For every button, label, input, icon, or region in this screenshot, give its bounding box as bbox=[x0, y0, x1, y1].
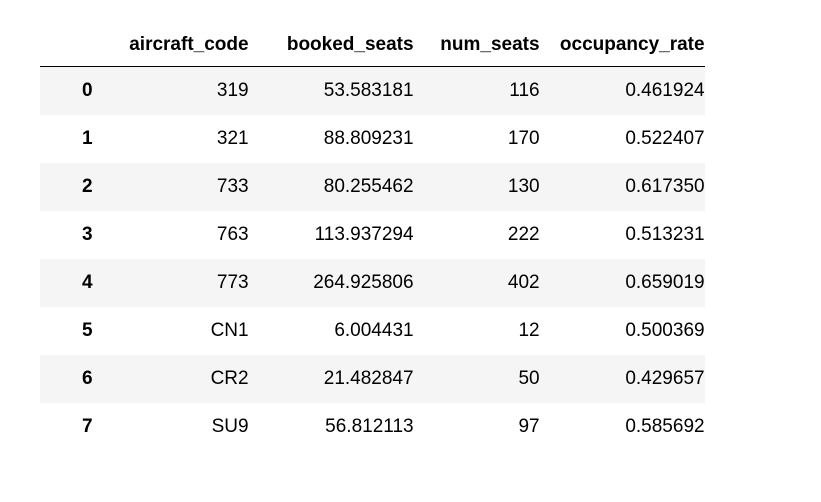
cell-aircraft-code: 321 bbox=[92, 115, 249, 163]
cell-num-seats: 50 bbox=[413, 355, 540, 403]
cell-occupancy-rate: 0.513231 bbox=[539, 211, 705, 259]
cell-booked-seats: 113.937294 bbox=[248, 211, 414, 259]
cell-booked-seats: 264.925806 bbox=[248, 259, 414, 307]
cell-booked-seats: 56.812113 bbox=[248, 403, 414, 451]
cell-booked-seats: 80.255462 bbox=[248, 163, 414, 211]
row-index: 5 bbox=[40, 307, 93, 355]
table-row: 3 763 113.937294 222 0.513231 bbox=[40, 211, 705, 259]
cell-booked-seats: 88.809231 bbox=[248, 115, 414, 163]
cell-num-seats: 12 bbox=[413, 307, 540, 355]
cell-booked-seats: 6.004431 bbox=[248, 307, 414, 355]
cell-occupancy-rate: 0.461924 bbox=[539, 66, 705, 115]
table-row: 7 SU9 56.812113 97 0.585692 bbox=[40, 403, 705, 451]
table-row: 4 773 264.925806 402 0.659019 bbox=[40, 259, 705, 307]
table-row: 1 321 88.809231 170 0.522407 bbox=[40, 115, 705, 163]
row-index: 3 bbox=[40, 211, 93, 259]
cell-num-seats: 170 bbox=[413, 115, 540, 163]
cell-occupancy-rate: 0.585692 bbox=[539, 403, 705, 451]
cell-occupancy-rate: 0.522407 bbox=[539, 115, 705, 163]
cell-num-seats: 130 bbox=[413, 163, 540, 211]
cell-booked-seats: 53.583181 bbox=[248, 66, 414, 115]
dataframe-table: aircraft_code booked_seats num_seats occ… bbox=[40, 24, 705, 451]
cell-aircraft-code: SU9 bbox=[92, 403, 249, 451]
cell-aircraft-code: CN1 bbox=[92, 307, 249, 355]
cell-occupancy-rate: 0.659019 bbox=[539, 259, 705, 307]
cell-num-seats: 402 bbox=[413, 259, 540, 307]
table-row: 6 CR2 21.482847 50 0.429657 bbox=[40, 355, 705, 403]
cell-aircraft-code: CR2 bbox=[92, 355, 249, 403]
row-index: 7 bbox=[40, 403, 93, 451]
row-index: 1 bbox=[40, 115, 93, 163]
cell-num-seats: 222 bbox=[413, 211, 540, 259]
row-index: 0 bbox=[40, 66, 93, 115]
cell-booked-seats: 21.482847 bbox=[248, 355, 414, 403]
table-body: 0 319 53.583181 116 0.461924 1 321 88.809231 170… bbox=[40, 66, 705, 451]
table-row: 5 CN1 6.004431 12 0.500369 bbox=[40, 307, 705, 355]
cell-occupancy-rate: 0.500369 bbox=[539, 307, 705, 355]
header-row: aircraft_code booked_seats num_seats occ… bbox=[40, 24, 705, 67]
cell-aircraft-code: 763 bbox=[92, 211, 249, 259]
cell-num-seats: 97 bbox=[413, 403, 540, 451]
table-row: 0 319 53.583181 116 0.461924 bbox=[40, 66, 705, 115]
table-row: 2 733 80.255462 130 0.617350 bbox=[40, 163, 705, 211]
column-header-aircraft-code: aircraft_code bbox=[92, 24, 249, 67]
index-header bbox=[40, 24, 93, 67]
cell-num-seats: 116 bbox=[413, 66, 540, 115]
cell-occupancy-rate: 0.429657 bbox=[539, 355, 705, 403]
cell-occupancy-rate: 0.617350 bbox=[539, 163, 705, 211]
table-header: aircraft_code booked_seats num_seats occ… bbox=[40, 24, 705, 67]
cell-aircraft-code: 733 bbox=[92, 163, 249, 211]
column-header-occupancy-rate: occupancy_rate bbox=[539, 24, 705, 67]
cell-aircraft-code: 319 bbox=[92, 66, 249, 115]
row-index: 6 bbox=[40, 355, 93, 403]
row-index: 4 bbox=[40, 259, 93, 307]
column-header-booked-seats: booked_seats bbox=[248, 24, 414, 67]
cell-aircraft-code: 773 bbox=[92, 259, 249, 307]
row-index: 2 bbox=[40, 163, 93, 211]
column-header-num-seats: num_seats bbox=[413, 24, 540, 67]
